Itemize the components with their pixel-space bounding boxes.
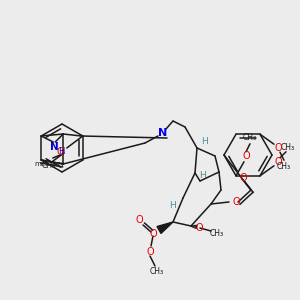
Text: O: O [232,197,240,207]
Text: H: H [202,137,208,146]
Text: O: O [135,215,143,225]
Text: N: N [50,142,58,152]
Text: O: O [274,157,282,167]
Text: CH₃: CH₃ [243,133,257,142]
Text: O: O [146,247,154,257]
Text: O: O [195,223,203,233]
Text: methoxy: methoxy [34,161,65,167]
Text: CH₃: CH₃ [150,268,164,277]
Text: O: O [274,143,282,153]
Text: H: H [169,202,176,211]
Text: CH₃: CH₃ [277,162,291,171]
Text: H: H [58,148,64,157]
Text: H: H [200,170,206,179]
Text: N: N [158,128,168,138]
Text: O: O [149,229,157,239]
Text: CH₃: CH₃ [281,143,295,152]
Text: CH₃: CH₃ [210,229,224,238]
Polygon shape [157,222,173,233]
Text: O: O [242,151,250,161]
Text: O: O [57,147,64,157]
Text: O: O [239,173,247,183]
Text: CH₃: CH₃ [42,161,56,170]
